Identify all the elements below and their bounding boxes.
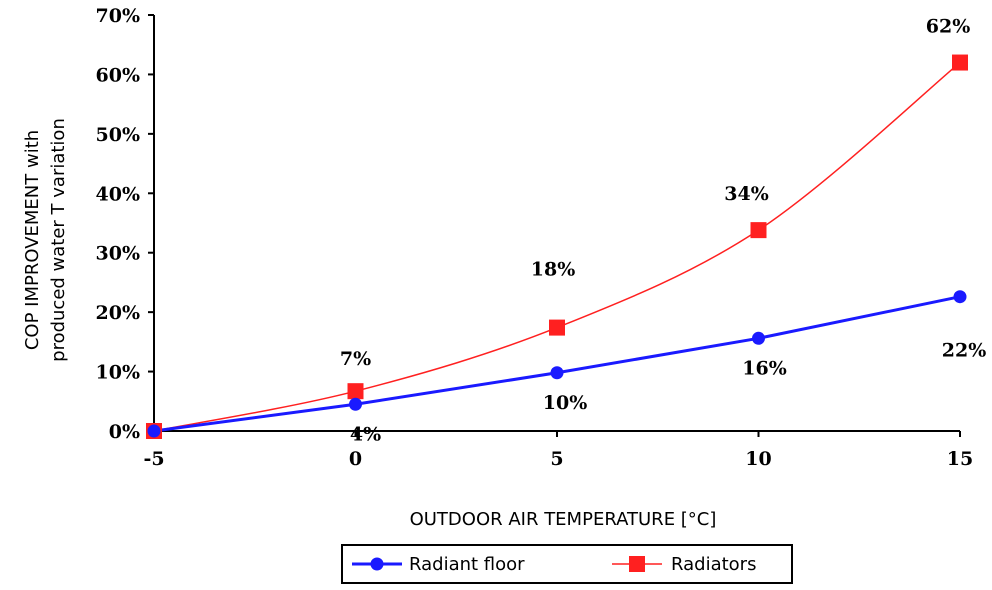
data-point-radiant-floor [147,424,161,438]
y-axis-title: COP IMPROVEMENT with produced water T va… [22,118,69,362]
data-label-radiators: 62% [926,16,971,38]
data-point-radiators [549,319,565,336]
x-axis-title: OUTDOOR AIR TEMPERATURE [°C] [410,509,717,530]
legend-label-radiators: Radiators [671,554,756,575]
legend-label-radiant-floor: Radiant floor [409,554,525,575]
data-point-radiant-floor [349,397,362,411]
y-axis-title-line-1: COP IMPROVEMENT with [22,130,43,350]
data-point-radiators [952,54,968,71]
data-point-radiant-floor [550,366,564,380]
data-labels: 7% 18% 34% 62% 4% 10% 16% 22% [340,16,986,446]
y-axis-title-line-2: produced water T variation [48,118,69,362]
data-label-radiant-floor: 22% [942,340,987,362]
y-tick-label: 50% [96,124,141,146]
legend: Radiant floor Radiators [341,544,793,584]
x-axis-ticks: -5 0 5 10 15 [143,431,973,470]
x-tick-label: 15 [947,448,973,470]
data-label-radiators: 7% [340,348,371,370]
series-layer [146,54,968,439]
data-point-radiators [347,383,364,400]
y-tick-label: 20% [96,302,141,324]
legend-item-radiators: Radiators [612,554,756,575]
data-label-radiant-floor: 4% [350,423,381,445]
x-tick-label: 0 [349,448,362,470]
legend-marker-radiant-floor [370,557,384,571]
data-point-radiant-floor [752,331,765,345]
data-label-radiators: 34% [724,183,769,205]
x-tick-label: 5 [550,448,563,470]
y-tick-label: 70% [96,5,141,27]
data-point-radiant-floor [953,290,967,304]
data-label-radiant-floor: 16% [742,357,787,379]
legend-box [341,544,793,584]
y-tick-label: 10% [96,362,141,384]
x-tick-label: -5 [143,448,164,470]
y-tick-label: 30% [96,243,141,265]
y-tick-label: 60% [96,64,141,86]
y-axis-ticks: 0% 10% 20% 30% 40% 50% 60% 70% [96,5,154,443]
y-tick-label: 40% [96,183,141,205]
data-label-radiant-floor: 10% [543,392,588,414]
data-point-radiators [750,222,767,239]
data-label-radiators: 18% [531,259,576,281]
legend-item-radiant-floor: Radiant floor [352,554,525,575]
y-tick-label: 0% [109,421,140,443]
x-tick-label: 10 [745,448,771,470]
legend-marker-radiators [629,556,645,572]
